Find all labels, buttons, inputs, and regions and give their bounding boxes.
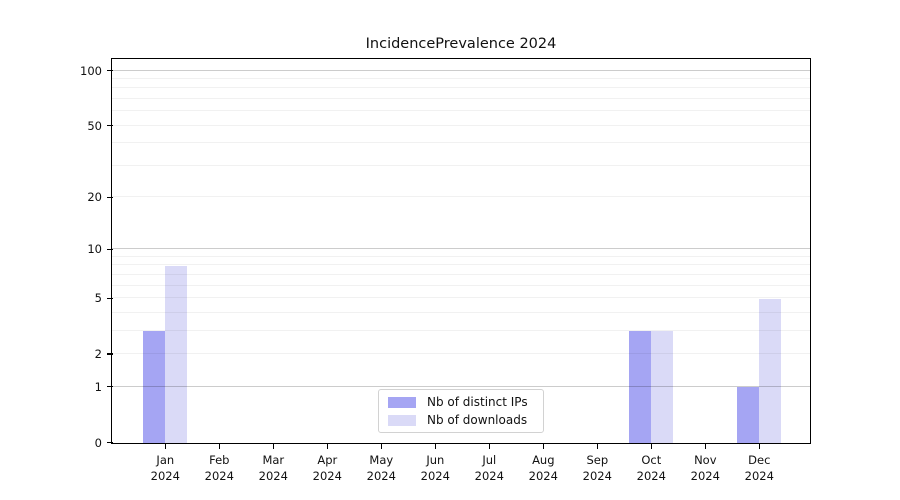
plot-area: Nb of distinct IPs Nb of downloads [111,58,811,444]
x-tick-month: May [369,453,394,467]
x-tick-mark [164,444,166,449]
gridline-minor [112,110,810,112]
x-tick-mark [380,444,382,449]
gridline-minor [112,78,810,80]
gridline-minor [112,142,810,144]
gridline-minor [112,264,810,266]
y-tick-mark [106,70,113,72]
x-tick-month: Jul [482,453,497,467]
x-tick-label-dec: Dec 2024 [727,452,791,484]
x-tick-mark [326,444,328,449]
bar-oct-distinct-ips [628,331,651,443]
bar-dec-downloads [758,298,781,443]
x-tick-label-oct: Oct 2024 [619,452,683,484]
x-tick-month: Mar [262,453,285,467]
x-tick-label-may: May 2024 [349,452,413,484]
x-tick-year: 2024 [312,469,342,483]
x-tick-label-jun: Jun 2024 [403,452,467,484]
gridline-minor [112,255,810,257]
y-tick-label: 5 [94,291,102,306]
x-tick-year: 2024 [366,469,396,483]
x-tick-year: 2024 [582,469,612,483]
x-tick-month: Aug [532,453,555,467]
gridline-minor [112,297,810,299]
x-tick-month: Apr [317,453,338,467]
gridline-minor [112,284,810,286]
y-tick-mark [106,353,113,355]
legend-label-downloads: Nb of downloads [427,413,528,427]
gridline-major [112,385,810,387]
x-tick-month: Nov [694,453,717,467]
y-tick-label: 0 [94,435,102,450]
x-tick-year: 2024 [474,469,504,483]
y-tick-mark [106,196,113,198]
x-tick-mark [434,444,436,449]
x-tick-year: 2024 [258,469,288,483]
x-tick-mark [758,444,760,449]
gridline-minor [112,124,810,126]
x-tick-month: Jan [156,453,175,467]
x-tick-year: 2024 [690,469,720,483]
legend: Nb of distinct IPs Nb of downloads [378,389,544,433]
y-tick-mark [106,441,113,444]
x-tick-label-mar: Mar 2024 [241,452,305,484]
y-tick-mark [106,248,113,250]
x-tick-mark [650,444,652,449]
x-tick-label-jul: Jul 2024 [457,452,521,484]
bar-dec-distinct-ips [736,387,759,443]
gridline-minor [112,273,810,275]
x-tick-label-feb: Feb 2024 [187,452,251,484]
x-tick-mark [596,444,598,449]
y-tick-mark [106,297,113,299]
y-tick-label: 1 [94,379,102,394]
x-tick-month: Feb [209,453,230,467]
x-tick-mark [272,444,274,449]
x-tick-month: Jun [426,453,445,467]
y-tick-label: 2 [94,346,102,361]
gridline-minor [112,87,810,89]
x-tick-year: 2024 [420,469,450,483]
gridline-minor [112,164,810,166]
bar-jan-distinct-ips [142,331,165,443]
gridline-minor [112,311,810,313]
gridline-minor [112,98,810,100]
bar-oct-downloads [650,331,673,443]
x-tick-label-sep: Sep 2024 [565,452,629,484]
x-tick-month: Oct [641,453,662,467]
legend-item-distinct-ips: Nb of distinct IPs [388,395,534,409]
y-tick-label: 10 [87,242,102,257]
x-tick-year: 2024 [744,469,774,483]
y-tick-mark [106,125,113,127]
y-tick-label: 50 [87,118,102,133]
x-tick-mark [542,444,544,449]
x-tick-mark [488,444,490,449]
x-tick-label-aug: Aug 2024 [511,452,575,484]
x-tick-label-apr: Apr 2024 [295,452,359,484]
legend-item-downloads: Nb of downloads [388,413,534,427]
gridline-minor [112,329,810,331]
x-tick-mark [218,444,220,449]
bar-jan-downloads [164,265,187,443]
legend-swatch-distinct-ips [388,396,416,408]
x-tick-label-jan: Jan 2024 [133,452,197,484]
x-tick-year: 2024 [636,469,666,483]
gridline-minor [112,352,810,354]
y-tick-label: 20 [87,190,102,205]
x-tick-year: 2024 [150,469,180,483]
x-tick-year: 2024 [528,469,558,483]
x-tick-label-nov: Nov 2024 [673,452,737,484]
x-tick-mark [704,444,706,449]
gridline-major [112,69,810,71]
gridline-major [112,248,810,250]
legend-label-distinct-ips: Nb of distinct IPs [427,395,528,409]
x-tick-year: 2024 [204,469,234,483]
chart-title: IncidencePrevalence 2024 [365,36,557,52]
y-tick-label: 100 [80,63,102,78]
legend-swatch-downloads [388,414,416,426]
x-tick-month: Sep [586,453,609,467]
gridline-minor [112,196,810,198]
x-tick-month: Dec [748,453,771,467]
y-tick-mark [106,386,113,388]
